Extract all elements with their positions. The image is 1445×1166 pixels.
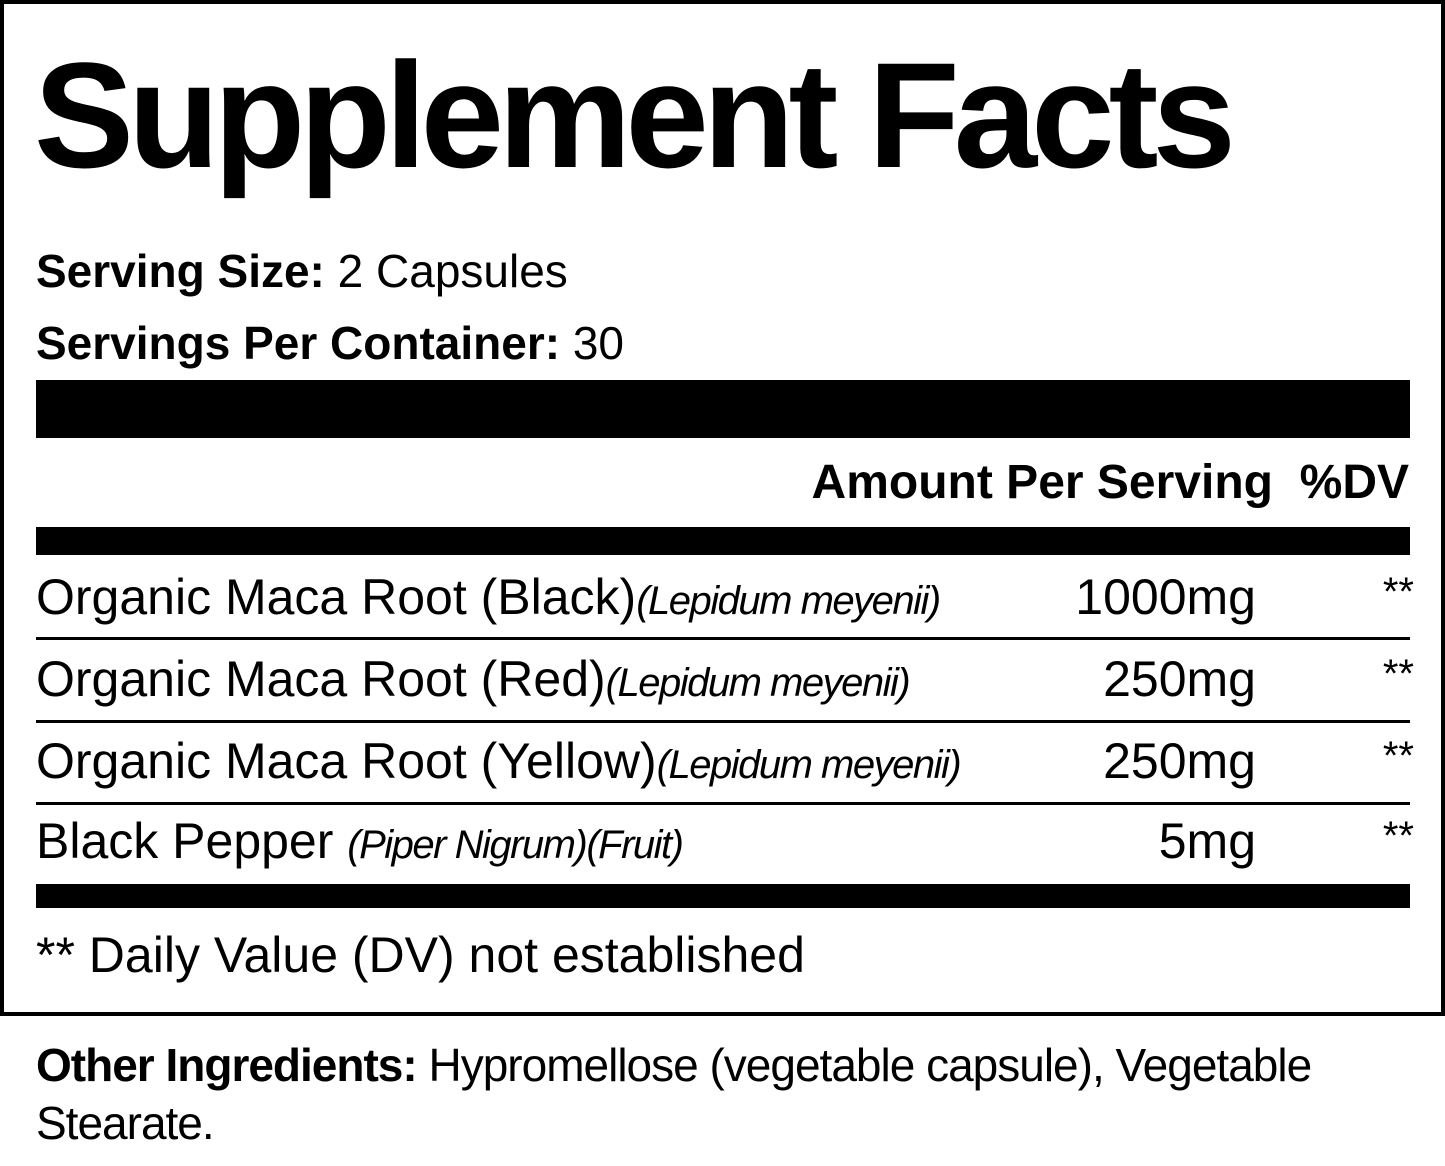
row-divider [36,720,1410,723]
divider [36,884,1410,908]
panel-title: Supplement Facts [34,31,1236,199]
serving-size: Serving Size: 2 Capsules [36,245,568,297]
ingredient-row: Black Pepper (Piper Nigrum)(Fruit) 5mg ** [36,813,1414,869]
servings-per-container: Servings Per Container: 30 [36,317,624,369]
ingredient-row: Organic Maca Root (Black)(Lepidum meyeni… [36,569,1414,625]
ingredient-row: Organic Maca Root (Red)(Lepidum meyenii)… [36,651,1414,707]
other-ingredients: Other Ingredients: Hypromellose (vegetab… [36,1039,1312,1149]
divider [36,527,1410,555]
footnote: ** Daily Value (DV) not established [36,927,805,983]
column-header: Amount Per Serving %DV [811,456,1409,509]
supplement-facts-panel [0,0,1445,1016]
ingredient-row: Organic Maca Root (Yellow)(Lepidum meyen… [36,733,1414,789]
row-divider [36,637,1410,640]
row-divider [36,802,1410,805]
divider-thick [36,380,1410,438]
